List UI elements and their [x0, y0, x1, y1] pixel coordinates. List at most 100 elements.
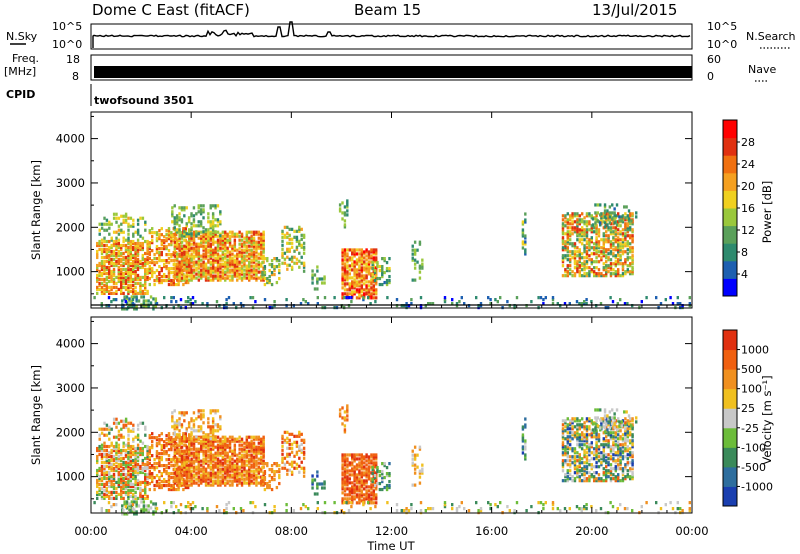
power-cell — [597, 254, 601, 258]
velocity-cell — [245, 441, 249, 445]
velocity-cell — [127, 427, 130, 431]
velocity-cell — [170, 475, 173, 480]
velocity-cell — [260, 439, 263, 443]
power-cell — [100, 265, 104, 270]
power-cell — [355, 248, 359, 252]
velocity-cell — [281, 448, 284, 452]
power-cell — [136, 232, 140, 236]
velocity-cell — [141, 494, 145, 499]
power-cell — [260, 238, 263, 242]
power-cell — [372, 252, 376, 256]
power-cell — [190, 264, 193, 268]
velocity-cell — [221, 479, 225, 483]
power-cell — [103, 249, 106, 254]
velocity-cell — [348, 489, 352, 493]
power-cell — [588, 274, 591, 278]
power-cell — [233, 266, 237, 270]
velocity-cell — [176, 459, 179, 463]
velocity-cell — [117, 492, 121, 497]
power-cell — [355, 290, 359, 294]
power-cell — [564, 256, 567, 260]
power-cell — [132, 245, 135, 250]
power-cell — [195, 250, 198, 254]
power-cell — [238, 266, 241, 270]
power-cell — [583, 260, 586, 264]
velocity-cell — [190, 475, 193, 479]
power-cell — [112, 273, 116, 278]
power-cell — [252, 236, 256, 240]
velocity-cell — [199, 429, 203, 433]
power-cell — [211, 222, 215, 226]
velocity-cell — [338, 414, 342, 418]
power-cell — [183, 278, 186, 282]
velocity-cell — [311, 486, 314, 490]
power-cell — [343, 278, 347, 282]
power-cell — [124, 259, 128, 264]
power-cell — [365, 286, 368, 290]
power-cell — [595, 214, 598, 218]
power-cell — [580, 304, 583, 308]
power-cell — [524, 242, 527, 246]
power-cell — [370, 274, 373, 278]
power-cell — [120, 253, 123, 258]
power-cell — [568, 230, 572, 234]
velocity-cell — [165, 465, 168, 470]
power-cell — [363, 294, 366, 298]
velocity-cell — [231, 465, 234, 469]
power-cell — [152, 305, 155, 309]
velocity-cell — [146, 494, 149, 499]
power-cell — [231, 278, 234, 282]
power-cell — [370, 288, 373, 292]
velocity-cell — [212, 455, 215, 459]
power-cell — [252, 232, 256, 236]
velocity-cell — [240, 463, 244, 467]
power-cell — [127, 257, 130, 262]
power-cell — [360, 294, 364, 298]
velocity-cell — [195, 451, 198, 455]
velocity-cell — [231, 481, 234, 485]
power-cell — [592, 230, 596, 234]
power-cell — [212, 260, 215, 264]
velocity-cell — [283, 466, 287, 470]
power-cell — [211, 214, 215, 218]
power-cell — [129, 304, 132, 308]
power-cell — [139, 259, 142, 264]
velocity-cell — [255, 451, 258, 455]
velocity-cell — [243, 477, 246, 481]
velocity-cell — [214, 461, 217, 465]
power-cell — [508, 304, 511, 308]
velocity-cell — [129, 478, 133, 483]
velocity-cell — [134, 470, 137, 475]
power-cell — [521, 220, 525, 224]
velocity-cell — [250, 475, 253, 479]
velocity-cell — [207, 475, 210, 479]
power-cell — [185, 240, 189, 244]
velocity-cell — [144, 427, 147, 431]
power-cell — [117, 253, 121, 258]
power-cell — [353, 264, 356, 268]
power-cell — [616, 302, 619, 306]
velocity-cell — [224, 465, 227, 469]
power-cell — [255, 262, 258, 266]
velocity-cell — [115, 448, 118, 453]
power-cell — [216, 266, 220, 270]
power-cell — [240, 258, 244, 262]
velocity-cell — [355, 463, 359, 467]
power-cell — [190, 270, 193, 274]
power-cell — [592, 266, 596, 270]
velocity-cell — [160, 458, 163, 462]
power-cell — [576, 214, 579, 218]
power-cell — [240, 268, 244, 272]
velocity-cell — [158, 464, 161, 468]
power-cell — [607, 240, 610, 244]
velocity-cell — [293, 440, 296, 444]
power-cell — [103, 279, 106, 284]
velocity-cell — [144, 456, 147, 461]
velocity-cell — [180, 451, 184, 455]
power-cell — [573, 220, 577, 224]
velocity-cell — [346, 463, 349, 467]
power-cell — [172, 282, 175, 287]
power-cell — [228, 250, 232, 254]
velocity-cell — [343, 479, 347, 483]
